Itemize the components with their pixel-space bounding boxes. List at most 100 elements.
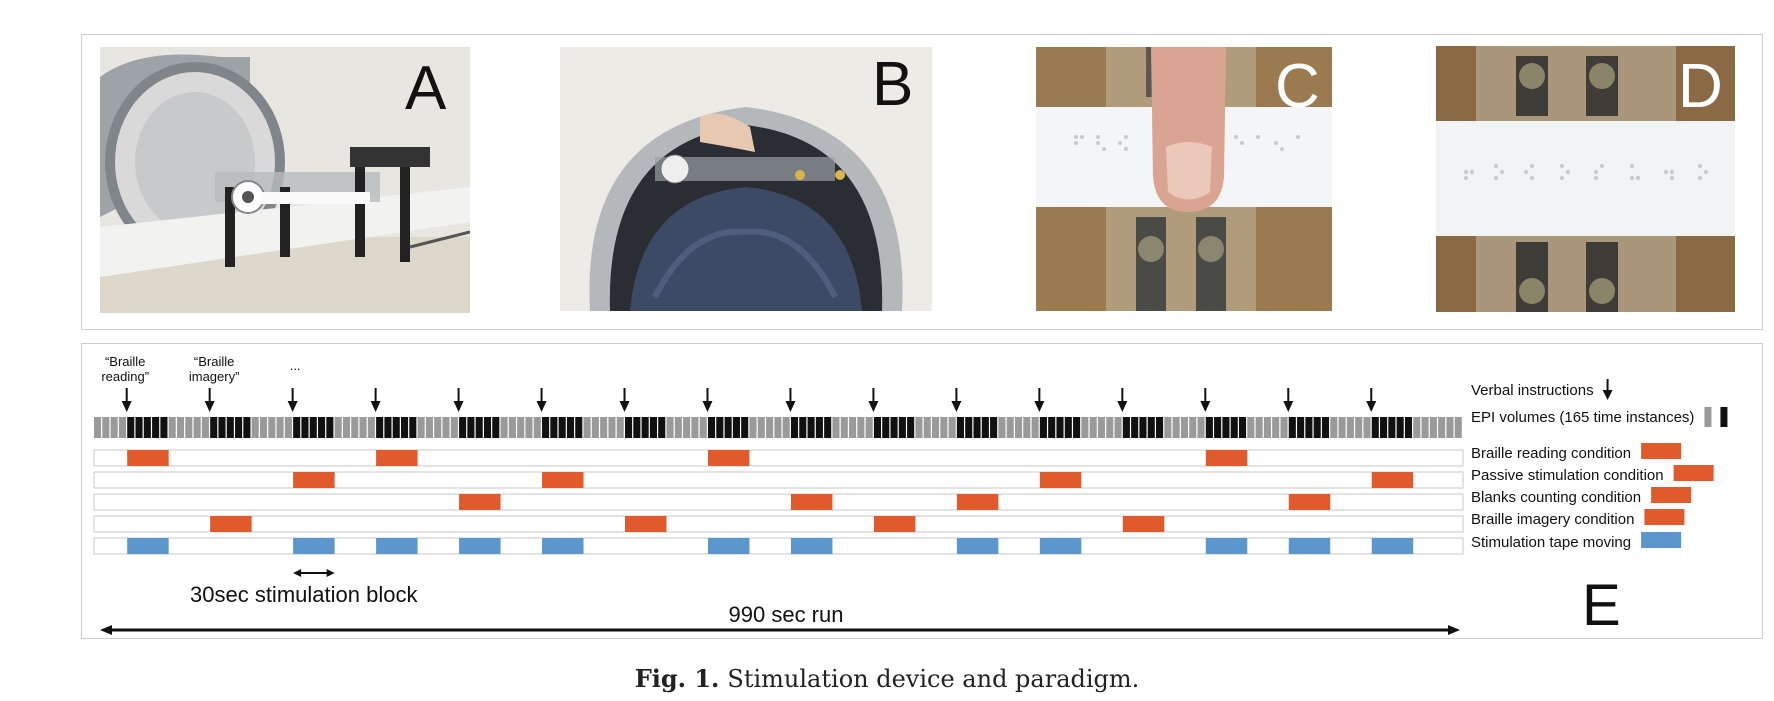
epi-volume-active [575,417,583,438]
epi-volume-active [1230,417,1238,438]
verbal-instruction-arrow [702,388,713,412]
legend-swatch [1641,443,1682,459]
epi-volume-rest [1006,417,1014,438]
epi-volume-active [824,417,832,438]
epi-volume-rest [600,417,608,438]
legend-label: Verbal instructions [1471,382,1594,399]
epi-volume-rest [1438,417,1446,438]
braille-tape-illustration [1436,46,1735,312]
verbal-instruction-arrow [1034,388,1045,412]
condition-row-track [93,493,1464,511]
epi-volume-active [301,417,309,438]
condition-block [956,494,999,510]
legend-label: EPI volumes (165 time instances) [1471,409,1694,426]
epi-volume-rest [351,417,359,438]
epi-volume-active [392,417,400,438]
epi-volume-active [1073,417,1081,438]
epi-volume-active [483,417,492,438]
epi-volume-active [1222,417,1230,438]
panel-label-e: E [1582,573,1621,638]
epi-volume-rest [168,417,176,438]
epi-volume-rest [699,417,707,438]
epi-volume-rest [616,417,624,438]
epi-volume-rest [1164,417,1172,438]
condition-row-track [93,537,1464,555]
epi-volume-rest [1197,417,1205,438]
epi-volume-rest [1280,417,1288,438]
epi-volume-active [152,417,160,438]
epi-volume-rest [591,417,599,438]
verbal-instruction-arrow [785,388,796,412]
epi-volume-active [873,417,882,438]
block-span-arrow [293,569,335,577]
photo-a [100,47,470,313]
epi-volume-rest [276,417,284,438]
verbal-instruction-arrow [287,388,298,412]
epi-volume-active [1238,417,1247,438]
panel-label-c: C [1275,52,1320,121]
epi-volume-active [384,417,392,438]
legend-label: Braille reading condition [1471,445,1631,462]
epi-volume-rest [185,417,193,438]
epi-volume-active [890,417,898,438]
legend-swatch [1641,532,1682,548]
epi-volume-active [973,417,981,438]
epi-volume-rest [674,417,682,438]
epi-volume-active [309,417,317,438]
epi-volume-rest [1114,417,1122,438]
tape-moving-block [1288,538,1331,554]
legend-swatch [1644,509,1685,525]
epi-volume-rest [1031,417,1039,438]
epi-volume-active [649,417,657,438]
epi-volume-active [293,417,301,438]
epi-volume-active [965,417,973,438]
epi-volume-rest [1172,417,1180,438]
epi-volume-active [799,417,807,438]
run-label: 990 sec run [729,602,844,627]
epi-volume-rest [1180,417,1188,438]
condition-block [1039,472,1082,488]
epi-volume-active [1313,417,1321,438]
epi-volume-active [160,417,168,438]
tape-moving-block [1205,538,1248,554]
panel-label-b: B [872,50,914,119]
instruction-label: “Braille reading” [101,354,149,384]
epi-volume-rest [832,417,840,438]
epi-volume-rest [442,417,450,438]
epi-volume-rest [1106,417,1114,438]
epi-volume-active [956,417,964,438]
epi-volume-active [658,417,666,438]
verbal-instruction-arrow [619,388,630,412]
epi-volume-active [898,417,906,438]
epi-volume-active [1297,417,1305,438]
tape-moving-block [956,538,999,554]
epi-volume-rest [766,417,774,438]
epi-volume-rest [102,417,110,438]
epi-volume-rest [1189,417,1197,438]
epi-volume-rest [1097,417,1106,438]
epi-volume-rest [998,417,1006,438]
figure-caption: Fig. 1. Stimulation device and paradigm. [0,664,1774,693]
condition-row-track [93,471,1464,489]
epi-volume-rest [931,417,940,438]
epi-volume-active [1156,417,1164,438]
epi-volume-active [467,417,475,438]
epi-volume-rest [1330,417,1338,438]
legend-label: Braille imagery condition [1471,511,1634,528]
epi-volume-active [226,417,234,438]
epi-volume-active [790,417,799,438]
epi-volume-rest [334,417,342,438]
epi-volume-rest [1023,417,1031,438]
condition-block [127,450,169,466]
epi-volume-active [318,417,326,438]
instruction-label: “Braille imagery” [189,354,240,384]
epi-volume-active [326,417,334,438]
legend-swatch [1673,465,1714,481]
epi-volume-rest [434,417,442,438]
epi-volume-rest [525,417,533,438]
tape-moving-block [293,538,335,554]
condition-block [1205,450,1248,466]
condition-block [790,494,833,510]
epi-volume-active [376,417,384,438]
condition-row-track [93,449,1464,467]
